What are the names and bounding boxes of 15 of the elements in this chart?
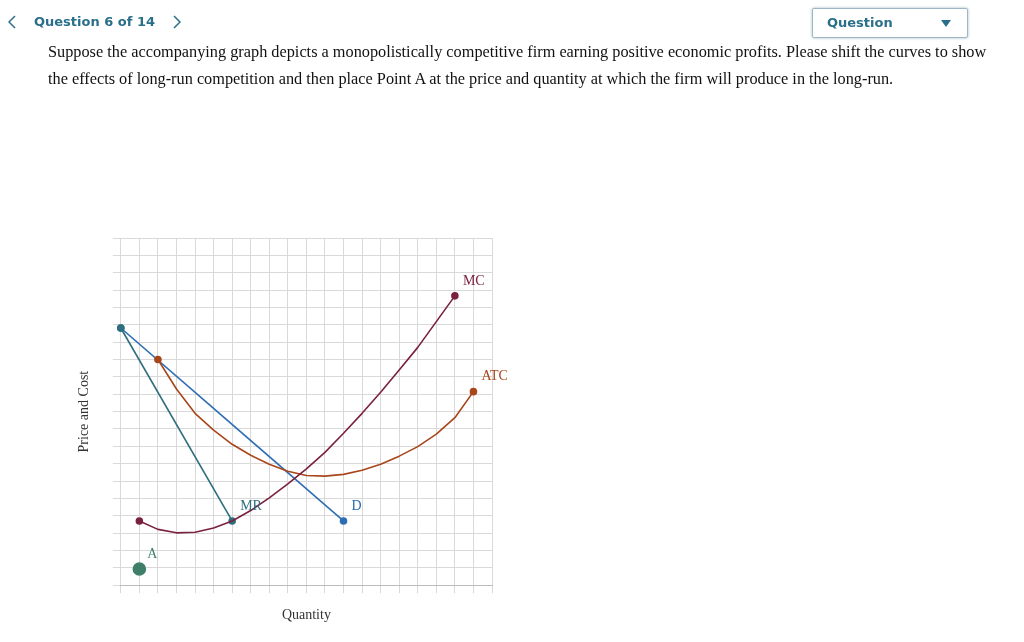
point: [154, 355, 162, 364]
point: [339, 517, 348, 525]
point: [132, 562, 147, 576]
text: Question 6 of 14: [34, 14, 156, 29]
series-label: ATC: [481, 368, 508, 384]
series-label: MC: [462, 272, 485, 288]
text: Question: [827, 15, 893, 30]
point: [451, 292, 459, 300]
point: [469, 387, 478, 396]
x-axis-title: Quantity: [281, 607, 331, 623]
point: [135, 517, 144, 525]
series-label: D: [351, 497, 362, 513]
chart-title: Suppose the accompanying graph depicts a monopolistically competitive firm earning positive economic profits. Please shift the curves to show the effects of long-run competition and then place Point A at the price and quantity at which the firm will produce in the long-run.: [48, 41, 988, 90]
series-label: A: [147, 545, 159, 561]
y-axis-title: Price and Cost: [76, 370, 92, 453]
